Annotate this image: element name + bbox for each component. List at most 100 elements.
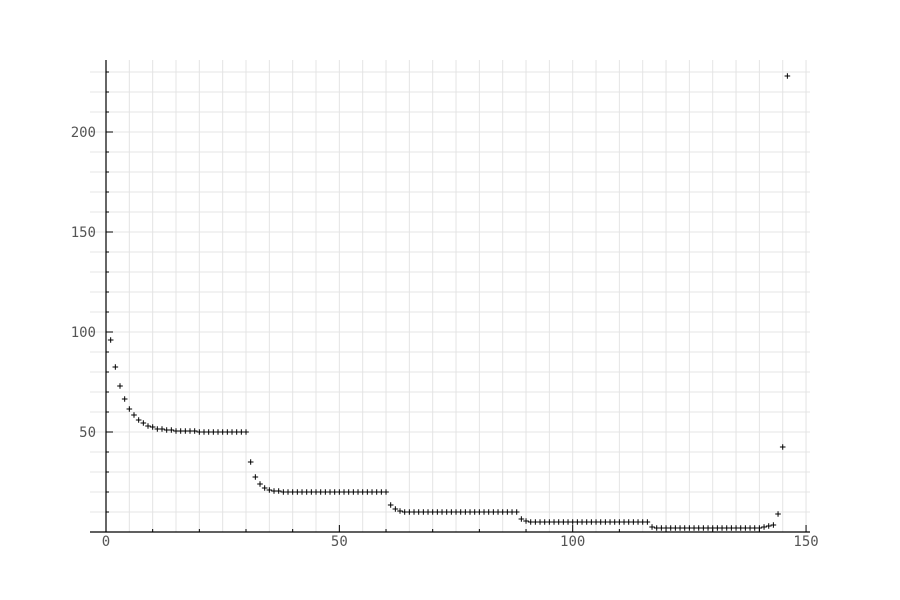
- data-point: [397, 508, 403, 514]
- data-point: [187, 428, 193, 434]
- data-point: [131, 412, 137, 418]
- data-point: [630, 519, 637, 525]
- data-point: [140, 420, 147, 426]
- data-point: [700, 525, 707, 531]
- data-point: [439, 509, 445, 515]
- data-point: [602, 519, 609, 525]
- data-point: [681, 525, 688, 531]
- data-point: [322, 489, 329, 495]
- data-point: [621, 519, 627, 525]
- data-point: [569, 519, 576, 525]
- data-point: [271, 488, 277, 494]
- data-point: [649, 524, 655, 530]
- data-point: [443, 509, 450, 515]
- y-tick-label: 200: [71, 125, 96, 141]
- data-point: [327, 489, 333, 495]
- data-point: [434, 509, 441, 515]
- data-point: [607, 519, 613, 525]
- data-point: [672, 525, 679, 531]
- data-point: [247, 459, 254, 465]
- data-point: [252, 474, 259, 480]
- data-point: [555, 519, 562, 525]
- data-point: [313, 489, 319, 495]
- data-point: [728, 525, 735, 531]
- data-point: [233, 429, 240, 435]
- data-point: [201, 429, 207, 435]
- data-point: [182, 428, 189, 434]
- data-point: [565, 519, 571, 525]
- data-point: [420, 509, 427, 515]
- data-point: [261, 485, 268, 491]
- data-point: [448, 509, 455, 515]
- x-tick-label: 0: [102, 534, 110, 550]
- data-point: [733, 525, 739, 531]
- data-point: [513, 509, 520, 515]
- data-point: [723, 525, 730, 531]
- data-point: [523, 518, 529, 524]
- data-point: [341, 489, 347, 495]
- data-point: [355, 489, 361, 495]
- data-point: [775, 511, 781, 517]
- data-point: [509, 509, 515, 515]
- data-point: [289, 489, 296, 495]
- data-point: [481, 509, 487, 515]
- data-point: [784, 73, 791, 79]
- data-point: [238, 429, 245, 435]
- data-point: [112, 364, 119, 370]
- data-point: [714, 525, 721, 531]
- data-point: [331, 489, 338, 495]
- data-point: [345, 489, 352, 495]
- data-point: [159, 426, 165, 432]
- data-point: [593, 519, 599, 525]
- data-point: [667, 525, 674, 531]
- data-point: [415, 509, 422, 515]
- data-point: [205, 429, 212, 435]
- data-point: [490, 509, 497, 515]
- data-point: [527, 519, 534, 525]
- data-point: [485, 509, 492, 515]
- grid: [90, 60, 810, 532]
- data-point: [378, 489, 385, 495]
- data-point: [177, 428, 184, 434]
- data-point: [635, 519, 641, 525]
- data-point: [308, 489, 315, 495]
- data-point: [294, 489, 301, 495]
- data-point: [453, 509, 459, 515]
- data-points: [107, 73, 791, 531]
- data-point: [210, 429, 217, 435]
- data-point: [686, 525, 693, 531]
- data-point: [611, 519, 618, 525]
- data-point: [215, 429, 221, 435]
- plot-background: [90, 60, 810, 532]
- data-point: [173, 428, 179, 434]
- data-point: [457, 509, 464, 515]
- data-point: [541, 519, 548, 525]
- data-point: [639, 519, 646, 525]
- data-point: [677, 525, 683, 531]
- data-point: [574, 519, 581, 525]
- data-point: [285, 489, 291, 495]
- data-point: [616, 519, 623, 525]
- data-point: [350, 489, 357, 495]
- data-point: [560, 519, 567, 525]
- data-point: [532, 519, 539, 525]
- data-point: [751, 525, 758, 531]
- data-point: [495, 509, 501, 515]
- data-point: [425, 509, 431, 515]
- data-point: [761, 524, 767, 530]
- axes: [90, 60, 810, 533]
- data-point: [219, 429, 226, 435]
- data-point: [747, 525, 753, 531]
- x-tick-label: 150: [793, 534, 818, 550]
- data-point: [373, 489, 380, 495]
- x-tick-label: 100: [560, 534, 585, 550]
- data-point: [266, 487, 273, 493]
- data-point: [126, 406, 133, 412]
- data-point: [336, 489, 343, 495]
- data-point: [149, 424, 156, 430]
- data-point: [504, 509, 511, 515]
- data-point: [499, 509, 506, 515]
- data-point: [154, 426, 161, 432]
- x-tick-label: 50: [331, 534, 348, 550]
